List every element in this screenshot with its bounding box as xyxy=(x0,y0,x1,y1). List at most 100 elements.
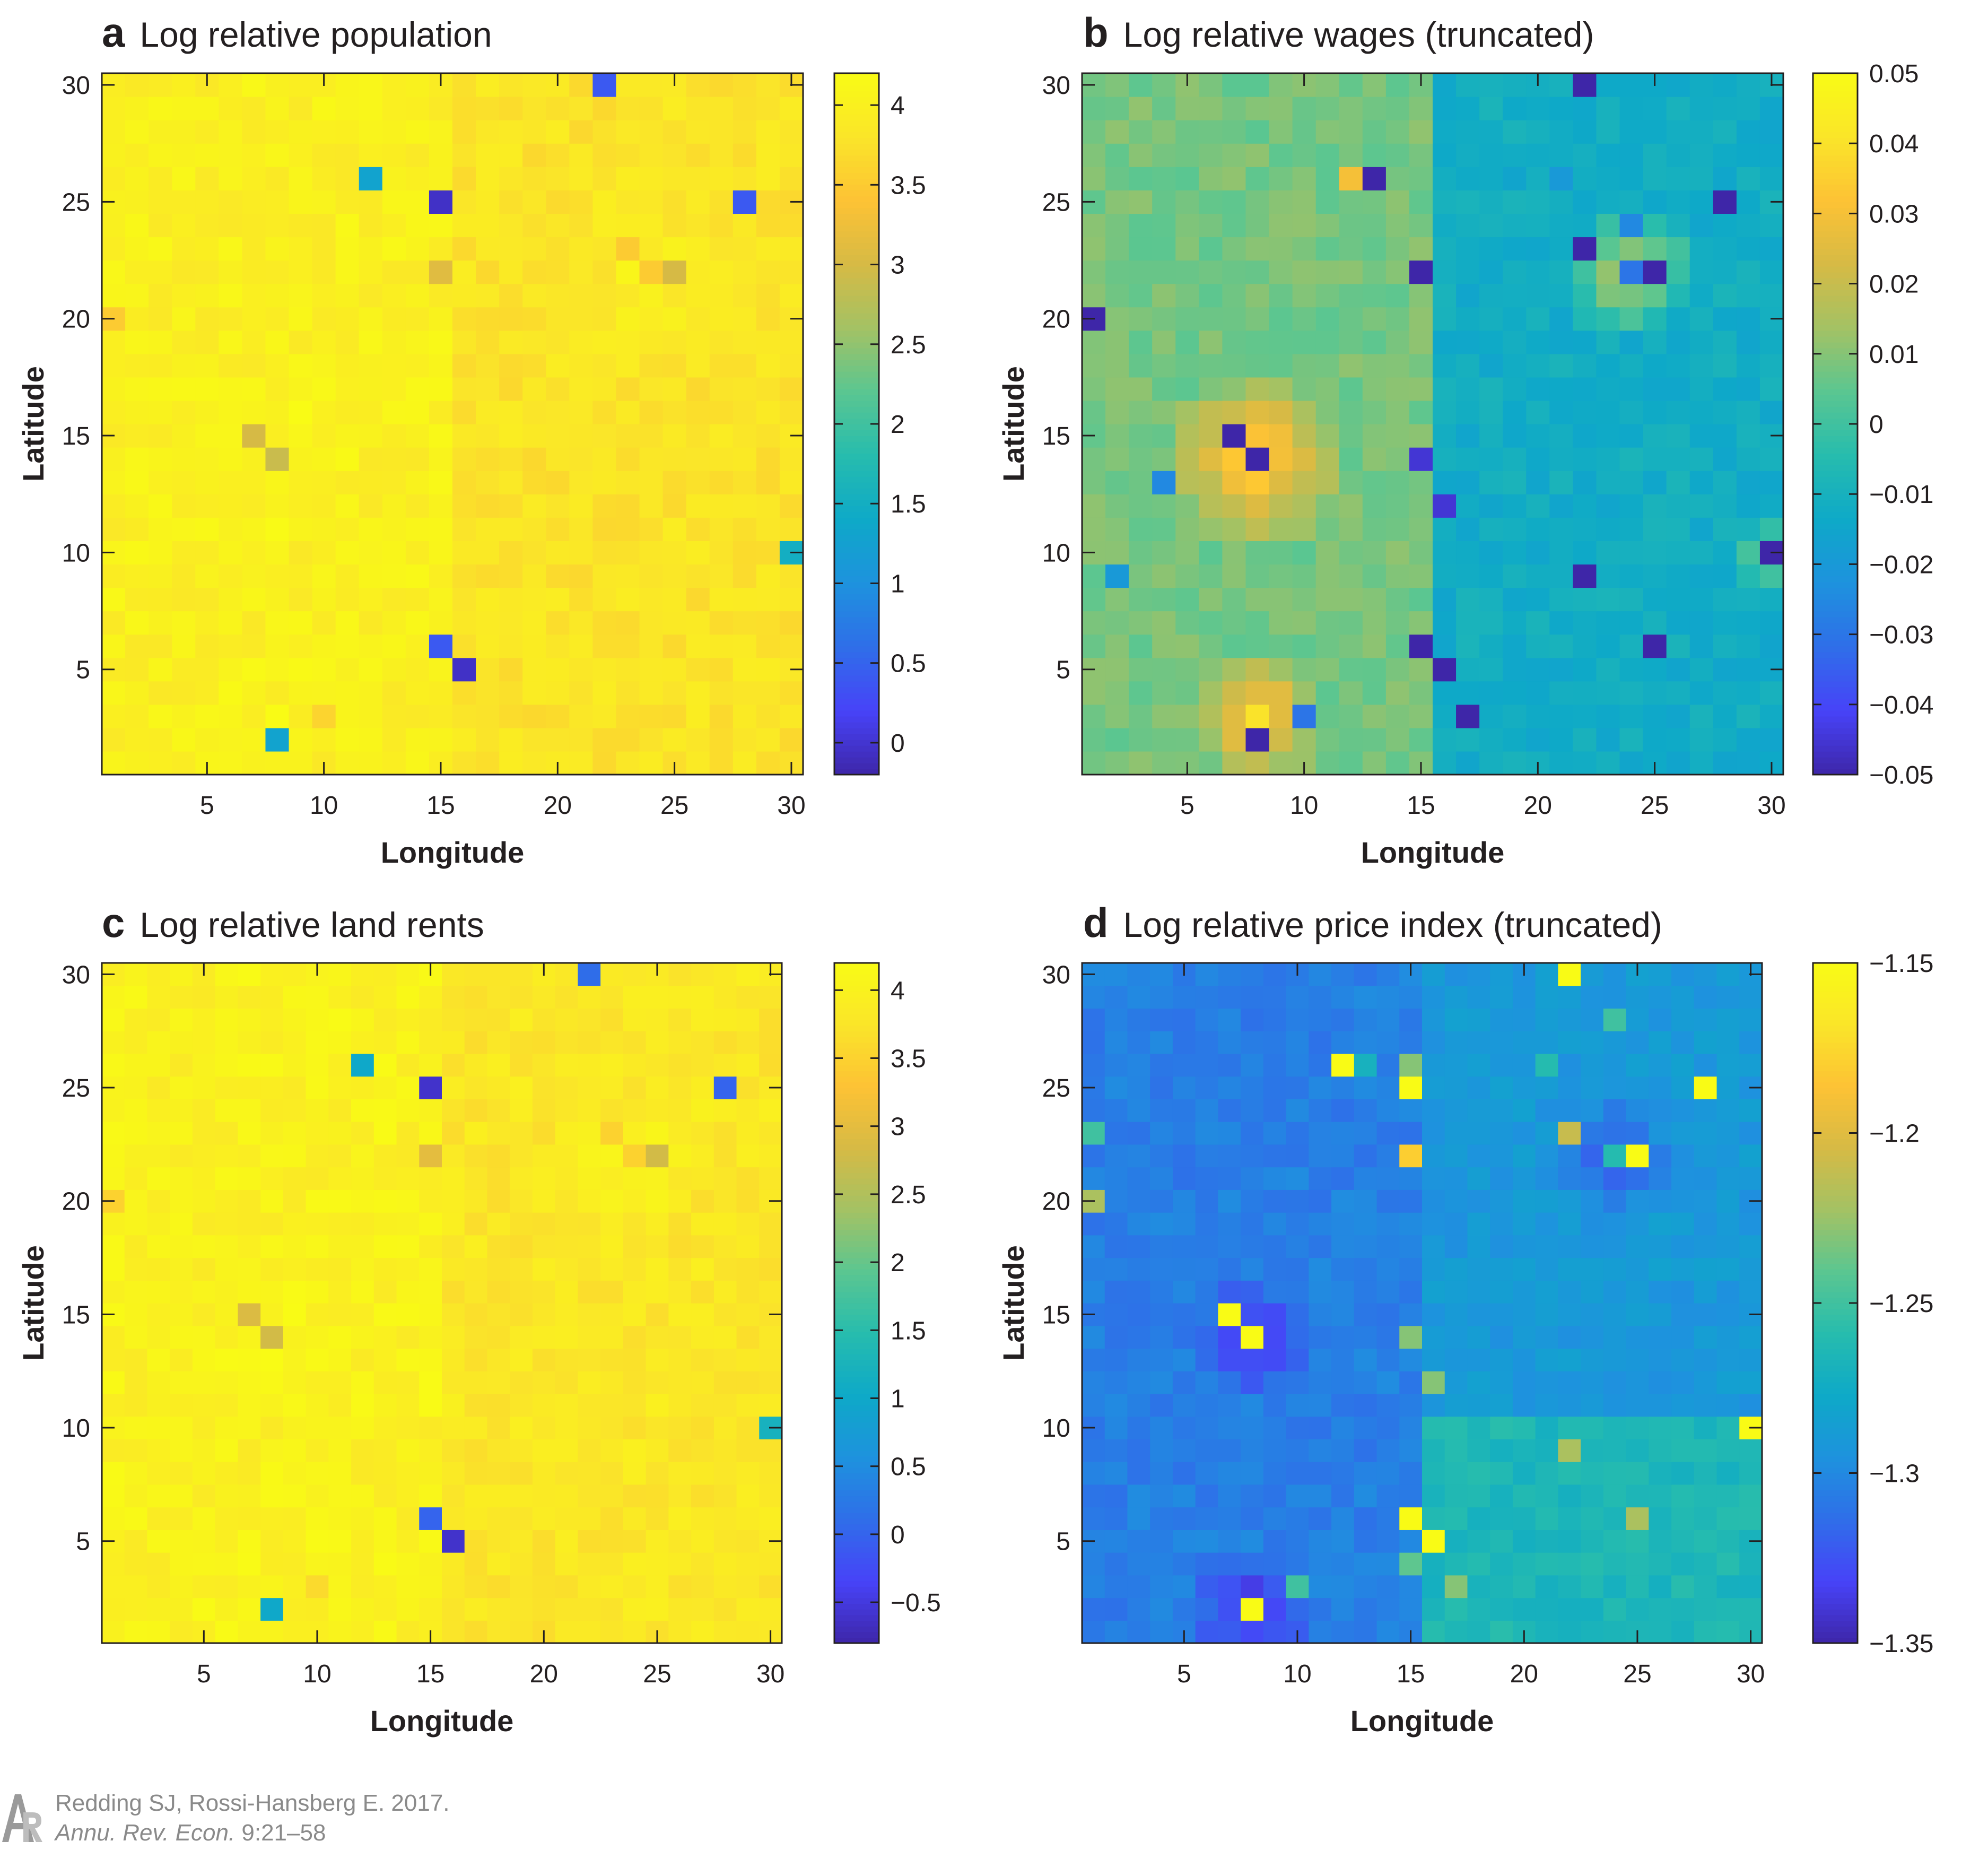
heatmap-cell xyxy=(1286,1552,1309,1576)
heatmap-cell xyxy=(405,657,430,682)
heatmap-cell xyxy=(662,634,687,658)
heatmap-cell xyxy=(1467,1462,1490,1485)
heatmap-cell xyxy=(195,97,219,120)
heatmap-cell xyxy=(195,704,219,728)
heatmap-cell xyxy=(265,727,290,752)
heatmap-cell xyxy=(382,283,406,308)
heatmap-cell xyxy=(569,751,593,775)
heatmap-cell xyxy=(546,727,570,752)
heatmap-cell xyxy=(1195,985,1218,1009)
heatmap-cell xyxy=(1399,1280,1423,1304)
heatmap-cell xyxy=(1694,1416,1717,1439)
heatmap-cell xyxy=(1467,1189,1490,1213)
heatmap-cell xyxy=(1376,963,1400,986)
heatmap-cell xyxy=(359,353,383,378)
heatmap-cell xyxy=(522,353,546,378)
heatmap-cell xyxy=(1422,1507,1445,1530)
heatmap-cell xyxy=(405,447,430,471)
heatmap-cell xyxy=(429,353,453,378)
heatmap-cell xyxy=(1241,1144,1264,1168)
heatmap-cell xyxy=(499,424,523,448)
heatmap-cell xyxy=(1309,1008,1332,1031)
heatmap-cell xyxy=(1716,1439,1740,1462)
heatmap-cell xyxy=(1444,1212,1468,1236)
heatmap-cell xyxy=(1626,1530,1649,1553)
heatmap-cell xyxy=(172,447,196,471)
heatmap-cell xyxy=(546,681,570,705)
heatmap-cell xyxy=(219,494,242,518)
heatmap-cell xyxy=(569,213,593,238)
heatmap-cell xyxy=(1512,985,1536,1009)
panel-d-heatmap xyxy=(1082,963,1763,1644)
heatmap-cell xyxy=(1241,1122,1264,1145)
heatmap-cell xyxy=(522,704,546,728)
heatmap-cell xyxy=(639,167,664,190)
heatmap-cell xyxy=(1694,1076,1717,1099)
heatmap-cell xyxy=(1150,1416,1173,1439)
colorbar-segment xyxy=(1813,1002,1858,1009)
heatmap-cell xyxy=(779,471,804,494)
heatmap-cell xyxy=(125,704,149,728)
heatmap-cell xyxy=(1309,1462,1332,1485)
heatmap-cell xyxy=(1241,1257,1264,1281)
heatmap-cell xyxy=(1150,985,1173,1009)
heatmap-cell xyxy=(1581,1530,1604,1553)
heatmap-cell xyxy=(1104,1507,1128,1530)
heatmap-cell xyxy=(616,634,640,658)
heatmap-cell xyxy=(522,143,546,167)
heatmap-cell xyxy=(1104,1257,1128,1281)
heatmap-cell xyxy=(756,541,780,564)
heatmap-cell xyxy=(1671,1620,1695,1644)
panel-d-title-text: Log relative price index (truncated) xyxy=(1123,905,1662,944)
heatmap-cell xyxy=(1241,1484,1264,1508)
heatmap-cell xyxy=(1309,1371,1332,1394)
heatmap-cell xyxy=(733,307,757,331)
heatmap-cell xyxy=(1286,1076,1309,1099)
heatmap-cell xyxy=(1444,1393,1468,1417)
heatmap-cell xyxy=(1581,1280,1604,1304)
heatmap-cell xyxy=(1671,1303,1695,1326)
colorbar-segment xyxy=(1813,1008,1858,1014)
heatmap-cell xyxy=(1376,1552,1400,1576)
heatmap-cell xyxy=(1422,1257,1445,1281)
heatmap-cell xyxy=(289,587,313,612)
heatmap-cell xyxy=(616,494,640,518)
heatmap-cell xyxy=(102,517,126,541)
heatmap-cell xyxy=(265,704,290,728)
heatmap-cell xyxy=(125,424,149,448)
heatmap-cell xyxy=(1354,1348,1377,1371)
heatmap-cell xyxy=(125,283,149,308)
heatmap-cell xyxy=(1422,1575,1445,1599)
heatmap-cell xyxy=(1671,1144,1695,1168)
heatmap-cell xyxy=(476,377,500,401)
heatmap-cell xyxy=(359,611,383,635)
heatmap-cell xyxy=(289,190,313,214)
colorbar-segment xyxy=(1813,1445,1858,1451)
heatmap-cell xyxy=(172,143,196,167)
colorbar-segment xyxy=(1813,1552,1858,1559)
heatmap-cell xyxy=(1376,1053,1400,1077)
heatmap-cell xyxy=(382,727,406,752)
heatmap-cell xyxy=(709,634,734,658)
heatmap-cell xyxy=(1535,1462,1558,1485)
heatmap-cell xyxy=(1444,1122,1468,1145)
heatmap-cell xyxy=(1626,1597,1649,1621)
heatmap-cell xyxy=(289,237,313,261)
heatmap-cell xyxy=(265,167,290,190)
heatmap-cell xyxy=(1649,1099,1672,1122)
heatmap-cell xyxy=(1649,1144,1672,1168)
heatmap-cell xyxy=(522,564,546,588)
heatmap-cell xyxy=(382,213,406,238)
heatmap-cell xyxy=(1127,1031,1150,1054)
heatmap-cell xyxy=(1376,1076,1400,1099)
heatmap-cell xyxy=(452,424,476,448)
heatmap-cell xyxy=(1399,1189,1423,1213)
heatmap-cell xyxy=(1467,1122,1490,1145)
heatmap-cell xyxy=(616,424,640,448)
heatmap-cell xyxy=(265,353,290,378)
heatmap-cell xyxy=(242,541,266,564)
heatmap-cell xyxy=(1263,1530,1287,1553)
heatmap-cell xyxy=(1716,1189,1740,1213)
heatmap-cell xyxy=(335,471,360,494)
heatmap-cell xyxy=(1649,1303,1672,1326)
